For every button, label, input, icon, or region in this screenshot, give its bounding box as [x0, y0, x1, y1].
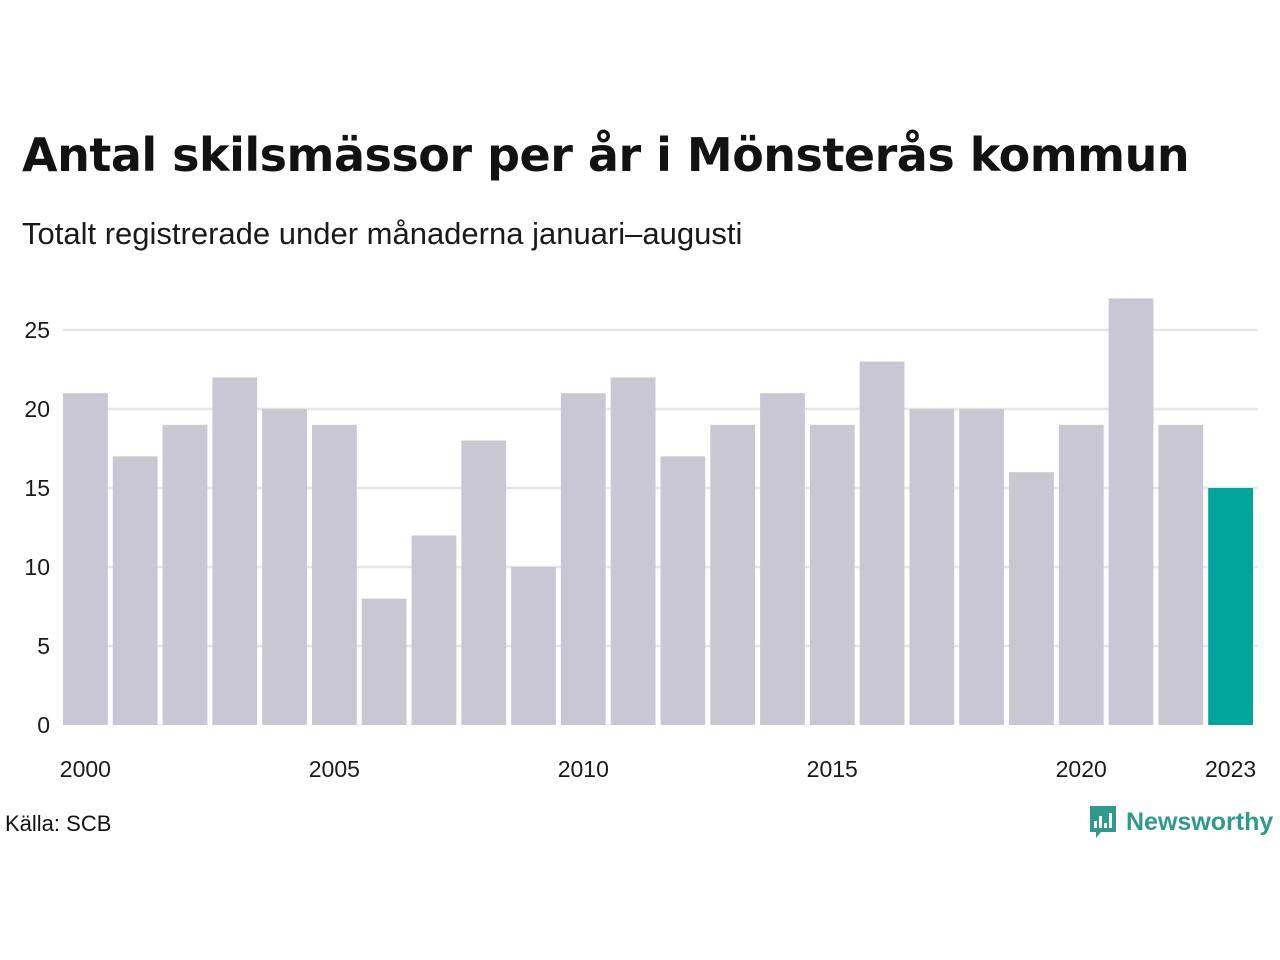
bar-2014 — [760, 393, 805, 725]
bar-2017 — [909, 409, 955, 725]
y-tick-label: 5 — [37, 633, 50, 659]
bar-2021 — [1108, 298, 1154, 725]
y-tick-label: 20 — [24, 396, 50, 422]
x-tick-label: 2000 — [60, 756, 111, 782]
bar-2003 — [212, 377, 258, 725]
x-axis-ticks: 2000 2005 2010 2015 2020 2023 — [60, 756, 1256, 782]
bar-2008 — [461, 440, 507, 725]
bar-chart: 0 5 10 15 20 25 2000 2005 2010 2015 2020 2023 — [24, 298, 1258, 782]
bar-2002 — [162, 424, 208, 725]
bar-2013 — [710, 424, 756, 725]
y-tick-label: 10 — [24, 554, 50, 580]
bar-2011 — [610, 377, 656, 725]
y-tick-label: 0 — [37, 712, 50, 738]
bar-2022 — [1158, 424, 1204, 725]
y-tick-label: 15 — [24, 475, 50, 501]
bar-2000 — [63, 393, 108, 725]
bar-2005 — [311, 424, 357, 725]
bar-chart-speech-bubble-icon — [1090, 806, 1116, 838]
bar-2015 — [809, 424, 855, 725]
y-axis-ticks: 0 5 10 15 20 25 — [24, 317, 50, 738]
x-tick-label: 2005 — [309, 756, 360, 782]
bar-2006 — [361, 598, 407, 725]
x-tick-label: 2023 — [1205, 756, 1256, 782]
x-tick-label: 2010 — [558, 756, 609, 782]
brand-logo: Newsworthy — [1088, 804, 1273, 840]
chart-subtitle: Totalt registrerade under månaderna janu… — [22, 216, 743, 251]
bar-2019 — [1009, 472, 1054, 725]
bar-2009 — [511, 567, 556, 725]
brand-name: Newsworthy — [1126, 807, 1274, 836]
bar-2001 — [112, 456, 158, 725]
bar-2020 — [1058, 424, 1104, 725]
bar-2018 — [959, 409, 1005, 725]
source-note: Källa: SCB — [5, 811, 112, 836]
x-tick-label: 2015 — [807, 756, 858, 782]
bar-2023 — [1208, 488, 1253, 725]
bar-2012 — [660, 456, 706, 725]
x-tick-label: 2020 — [1056, 756, 1107, 782]
bar-2010 — [560, 393, 606, 725]
chart-title: Antal skilsmässor per år i Mönsterås kom… — [22, 128, 1190, 182]
bars — [63, 298, 1253, 725]
y-tick-label: 25 — [24, 317, 50, 343]
bar-2007 — [411, 535, 457, 725]
bar-2004 — [262, 409, 307, 725]
bar-2016 — [859, 361, 905, 725]
